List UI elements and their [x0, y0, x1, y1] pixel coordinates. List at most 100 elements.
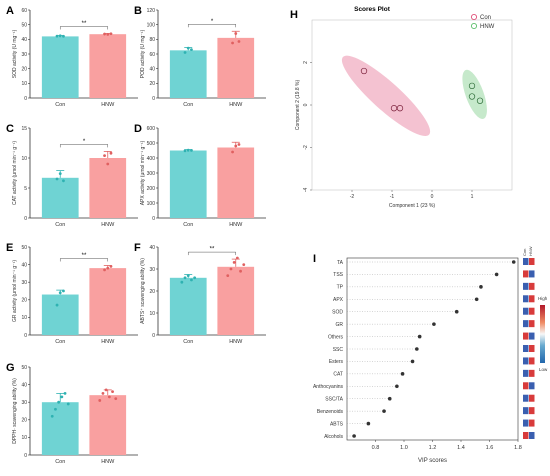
vip-point	[415, 347, 419, 351]
y-tick-label: 20	[21, 298, 27, 304]
heatmap-cell-hnw	[529, 307, 535, 315]
panel-e: E 0 10 20 30 40 50 GR activity (μmol min⁻¹ g⁻¹)…	[6, 242, 138, 345]
y-tick-label: 0	[152, 96, 155, 102]
x-tick-label: Con	[55, 102, 65, 108]
x-tick-label: HNW	[229, 102, 243, 108]
bar-hnw	[217, 266, 255, 335]
data-point	[109, 32, 113, 36]
data-point	[109, 151, 113, 155]
panel-c: C 0 5 10 15 CAT activity (μmol min⁻¹ g⁻¹) Con H…	[6, 123, 138, 228]
ellipse-con	[341, 55, 431, 136]
data-point	[242, 263, 246, 266]
data-point	[62, 289, 65, 293]
y-tick-label: 40	[21, 37, 27, 43]
y-tick-label: 0	[303, 103, 309, 106]
point-hnw	[476, 97, 484, 104]
heatmap-cell-con	[523, 394, 529, 402]
category-label: ABTS	[330, 421, 344, 427]
data-point	[62, 179, 65, 183]
heatmap-column-label: HNW	[528, 246, 533, 256]
heatmap-cell-con	[523, 270, 529, 278]
data-point	[237, 143, 241, 146]
x-tick-label: -1	[390, 194, 395, 200]
panel-g: G 0 10 20 30 40 50 DPPH· scavenging ability (%)…	[6, 362, 138, 465]
panel-b: B 0 20 40 60 80 100 120 POD activity (U mg⁻¹) Con…	[134, 5, 266, 108]
heatmap-cell-hnw	[529, 320, 535, 328]
bar-hnw	[89, 34, 127, 98]
x-tick-label: 1.0	[400, 445, 408, 451]
heatmap-cell-hnw	[529, 345, 535, 352]
heatmap-column-label: Con	[522, 249, 527, 256]
significance-label: **	[82, 21, 87, 27]
significance-label: **	[82, 253, 87, 259]
vip-point	[352, 434, 356, 438]
data-point	[57, 400, 61, 404]
x-tick-label: Con	[55, 339, 65, 345]
x-tick-label: Con	[183, 222, 193, 228]
x-tick-label: HNW	[101, 222, 115, 228]
data-point	[103, 32, 106, 36]
panel-letter: A	[6, 5, 14, 17]
y-tick-label: 30	[21, 400, 27, 406]
bar-con	[41, 402, 79, 455]
x-tick-label: 1.8	[514, 445, 522, 451]
category-label: TA	[337, 260, 344, 266]
heatmap-cell-con	[523, 332, 529, 340]
y-axis-label: Component 2 (19.8 %)	[295, 80, 301, 131]
y-tick-label: 60	[149, 52, 155, 58]
y-tick-label: 40	[21, 382, 27, 388]
category-label: TP	[337, 285, 344, 291]
x-tick-label: -2	[350, 194, 355, 200]
legend-label: Con	[480, 15, 491, 21]
data-point	[55, 303, 59, 307]
y-tick-label: 5	[24, 186, 27, 192]
panel-letter: G	[6, 362, 15, 374]
heatmap-cell-hnw	[529, 282, 535, 290]
y-tick-label: 2	[303, 61, 309, 64]
data-point	[234, 144, 238, 148]
vip-point	[494, 272, 499, 277]
heatmap-cell-con	[523, 307, 529, 315]
data-point	[54, 407, 57, 411]
category-label: SSC	[333, 347, 344, 353]
category-label: Anthocyanins	[313, 384, 344, 390]
category-label: SSC/TA	[325, 397, 343, 403]
data-point	[190, 148, 193, 152]
data-point	[186, 148, 190, 152]
data-point	[183, 51, 187, 54]
panel-letter: F	[134, 242, 141, 254]
category-label: Alcohols	[324, 434, 343, 440]
data-point	[190, 48, 193, 51]
color-scale-bar	[540, 305, 545, 363]
y-tick-label: -4	[303, 188, 309, 193]
category-label: Others	[328, 334, 344, 340]
data-point	[111, 390, 114, 394]
category-label: TSS	[333, 272, 343, 278]
x-tick-label: 0.8	[372, 445, 380, 451]
x-tick-label: 1.4	[457, 445, 465, 451]
significance-bracket	[59, 258, 109, 262]
bar-con	[41, 177, 79, 218]
y-tick-label: 0	[24, 216, 27, 222]
category-label: CAT	[333, 372, 343, 378]
panel-a: A 0 10 20 30 40 50 60 SOD activity (U mg⁻¹) Con HN…	[6, 5, 138, 108]
x-tick-label: 1.2	[429, 445, 437, 451]
bar-hnw	[217, 37, 255, 98]
heatmap-cell-hnw	[529, 432, 535, 439]
significance-bracket	[187, 24, 237, 28]
y-tick-label: 80	[149, 37, 155, 43]
significance-label: *	[83, 139, 86, 145]
y-axis-label: POD activity (U mg⁻¹)	[140, 29, 146, 78]
y-tick-label: 300	[147, 171, 156, 177]
y-tick-label: 0	[24, 333, 27, 339]
heatmap-cell-con	[523, 407, 529, 415]
data-point	[107, 395, 111, 399]
y-tick-label: 20	[21, 418, 27, 424]
vip-point	[454, 309, 459, 314]
heatmap-cell-con	[523, 432, 529, 439]
y-tick-label: 400	[147, 156, 156, 162]
y-tick-label: 500	[147, 141, 156, 147]
data-point	[106, 266, 110, 270]
vip-point	[387, 396, 392, 401]
